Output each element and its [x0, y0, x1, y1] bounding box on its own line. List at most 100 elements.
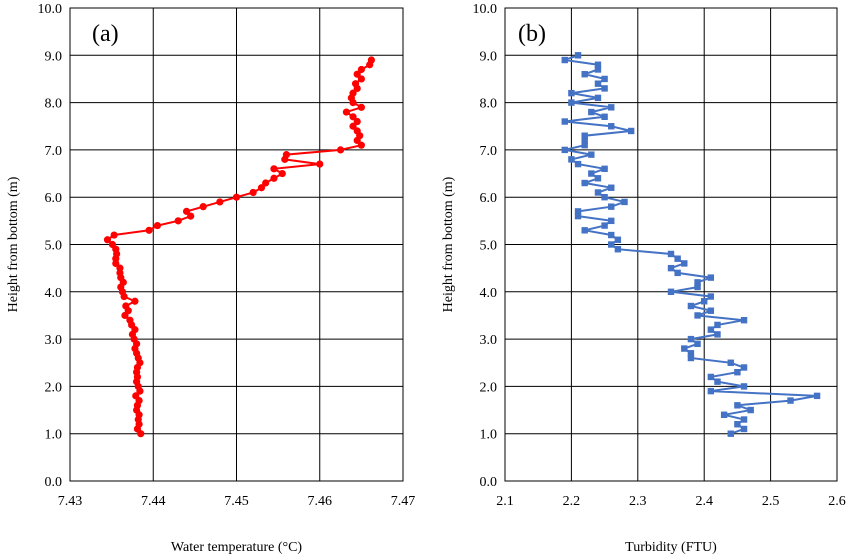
data-point — [707, 274, 715, 281]
data-point — [581, 71, 588, 78]
data-point — [707, 307, 715, 314]
panel-b-x-axis-label: Turbidity (FTU) — [625, 540, 717, 555]
data-point — [601, 113, 608, 120]
x-tick-label: 2.1 — [496, 494, 514, 509]
data-point — [132, 392, 140, 400]
data-point — [349, 89, 357, 97]
y-tick-label: 3.0 — [45, 333, 63, 348]
data-point — [349, 113, 357, 121]
data-point — [561, 146, 568, 154]
data-point — [131, 297, 139, 305]
data-point — [740, 316, 748, 324]
data-point — [740, 425, 748, 433]
data-point — [608, 217, 615, 225]
data-point — [357, 75, 365, 83]
x-tick-label: 7.45 — [224, 494, 249, 509]
y-tick-label: 5.0 — [45, 239, 63, 254]
data-point — [594, 66, 602, 73]
data-point — [182, 207, 191, 215]
data-point — [588, 170, 595, 177]
data-point — [353, 70, 361, 78]
data-point — [581, 179, 588, 187]
data-point — [110, 231, 118, 239]
panel-b-plot-frame — [504, 7, 838, 482]
data-point — [734, 421, 741, 428]
data-point — [561, 118, 568, 125]
data-point — [126, 316, 134, 324]
data-point — [367, 56, 375, 64]
data-point — [216, 198, 224, 206]
data-point — [674, 255, 681, 262]
data-point — [674, 269, 681, 277]
data-point — [601, 222, 608, 229]
data-point — [122, 302, 130, 310]
series-line — [105, 59, 373, 435]
data-point — [714, 331, 721, 338]
data-point — [614, 236, 622, 243]
data-point — [608, 104, 615, 111]
y-tick-label: 2.0 — [45, 380, 63, 395]
panel-a-x-axis-label: Water temperature (°C) — [171, 540, 303, 555]
panel-b-series — [561, 52, 821, 437]
data-point — [278, 169, 286, 178]
data-point — [714, 321, 721, 329]
y-tick-label: 10.0 — [473, 2, 498, 17]
y-tick-label: 4.0 — [45, 286, 63, 301]
x-tick-label: 2.2 — [563, 494, 581, 509]
data-point — [270, 174, 278, 182]
y-tick-label: 0.0 — [480, 475, 498, 490]
data-point — [608, 241, 615, 248]
data-point — [249, 188, 257, 197]
data-point — [349, 122, 357, 130]
data-point — [351, 80, 360, 88]
data-point — [707, 387, 715, 395]
data-point — [608, 184, 615, 191]
x-tick-label: 7.47 — [391, 494, 416, 509]
x-tick-label: 7.46 — [308, 494, 333, 509]
panel-a-label: (a) — [92, 21, 119, 47]
data-point — [232, 193, 241, 201]
y-tick-label: 8.0 — [480, 97, 498, 112]
data-point — [116, 264, 124, 272]
data-point — [174, 217, 182, 225]
x-tick-label: 7.44 — [141, 494, 166, 509]
data-point — [687, 354, 695, 362]
data-point — [145, 226, 153, 234]
panel-a-y-tick-labels: 0.0 1.0 2.0 3.0 4.0 5.0 6.0 7.0 8.0 9.0 10.0 — [38, 2, 63, 490]
data-point — [574, 208, 582, 215]
data-point — [568, 99, 575, 106]
data-point — [608, 203, 615, 210]
data-point — [720, 411, 728, 418]
panel-b-label: (b) — [518, 21, 546, 47]
data-point — [262, 179, 270, 187]
data-point — [270, 165, 278, 173]
data-point — [594, 175, 602, 182]
data-point — [574, 52, 582, 59]
y-tick-label: 10.0 — [38, 2, 63, 17]
data-point — [581, 137, 588, 144]
y-tick-label: 1.0 — [480, 428, 498, 443]
data-point — [594, 189, 602, 196]
data-point — [316, 160, 324, 168]
data-point — [561, 56, 568, 64]
panel-a-grid — [69, 7, 404, 482]
data-point — [568, 156, 575, 163]
data-point — [594, 61, 602, 68]
panel-b-y-axis-label: Height from bottom (m) — [441, 176, 456, 312]
data-point — [727, 359, 734, 366]
panel-a-y-axis-label: Height from bottom (m) — [6, 176, 21, 312]
data-point — [601, 75, 608, 83]
data-point — [581, 132, 588, 139]
data-point — [621, 198, 628, 206]
y-tick-label: 9.0 — [480, 49, 498, 64]
data-point — [153, 221, 162, 230]
x-tick-label: 7.43 — [58, 494, 83, 509]
data-point — [701, 298, 708, 305]
data-point — [187, 212, 195, 220]
y-tick-label: 4.0 — [480, 286, 498, 301]
data-point — [357, 103, 365, 111]
data-point — [601, 85, 608, 92]
data-point — [727, 430, 734, 437]
data-point — [740, 364, 748, 371]
x-tick-label: 2.3 — [629, 494, 647, 509]
